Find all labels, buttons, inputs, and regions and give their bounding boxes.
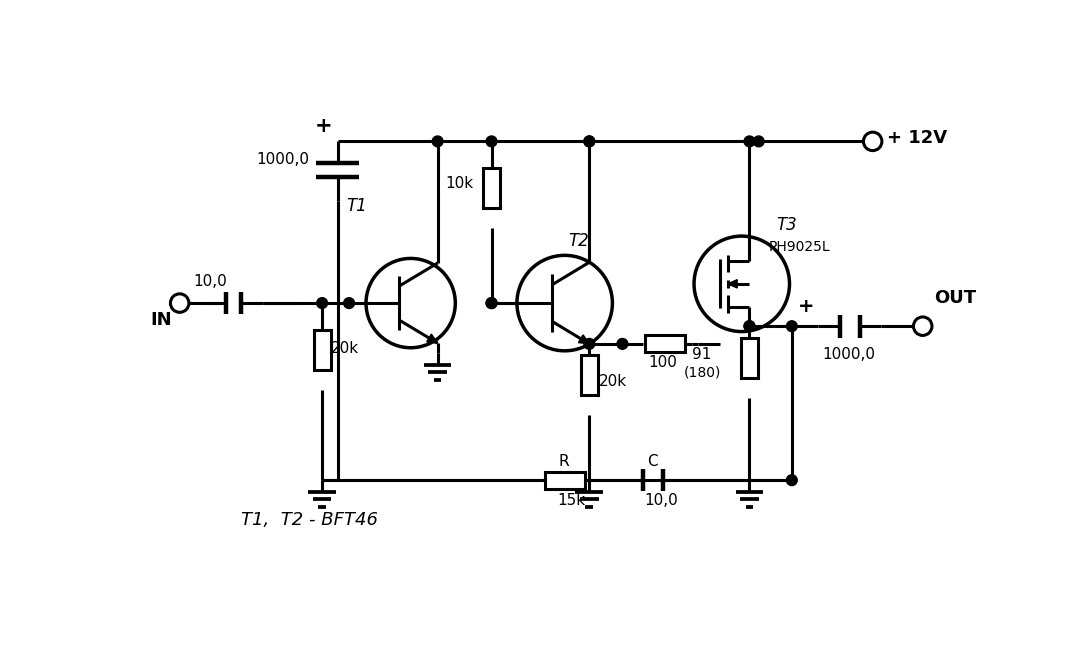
Circle shape	[744, 321, 755, 332]
Circle shape	[744, 321, 755, 332]
Circle shape	[744, 136, 755, 147]
Text: OUT: OUT	[934, 289, 977, 307]
Bar	[741, 338, 758, 378]
Text: 20k: 20k	[332, 341, 360, 356]
Text: 10,0: 10,0	[194, 274, 227, 289]
Text: 1000,0: 1000,0	[823, 346, 876, 361]
Circle shape	[584, 338, 595, 349]
Text: IN: IN	[151, 310, 172, 329]
Circle shape	[617, 338, 628, 349]
Bar	[313, 330, 331, 370]
Polygon shape	[728, 280, 737, 288]
Text: + 12V: + 12V	[886, 128, 947, 147]
Text: 1000,0: 1000,0	[256, 153, 310, 168]
Circle shape	[786, 321, 797, 332]
Bar	[484, 168, 500, 209]
Circle shape	[584, 136, 595, 147]
Circle shape	[913, 317, 932, 335]
Text: 10k: 10k	[445, 175, 474, 190]
Circle shape	[584, 136, 595, 147]
Text: 20k: 20k	[599, 374, 627, 389]
Text: T2: T2	[569, 232, 589, 250]
Text: +: +	[798, 297, 814, 316]
Circle shape	[344, 298, 354, 308]
Circle shape	[432, 136, 443, 147]
Text: T1,  T2 - BFT46: T1, T2 - BFT46	[241, 511, 378, 529]
Text: T3: T3	[777, 216, 797, 234]
Circle shape	[864, 132, 882, 151]
Circle shape	[170, 294, 188, 312]
Circle shape	[786, 475, 797, 486]
Text: R: R	[559, 454, 569, 469]
Text: 15k: 15k	[557, 493, 585, 508]
Bar	[645, 335, 685, 352]
Bar	[581, 355, 598, 396]
Text: +: +	[314, 116, 333, 136]
Text: T1: T1	[347, 197, 367, 215]
Polygon shape	[426, 334, 437, 343]
Circle shape	[317, 298, 327, 308]
Text: (180): (180)	[684, 365, 722, 379]
Text: 100: 100	[648, 355, 676, 370]
Polygon shape	[578, 335, 589, 344]
Text: 91: 91	[691, 346, 711, 361]
Text: 10,0: 10,0	[644, 493, 677, 508]
Circle shape	[486, 136, 496, 147]
Text: PH9025L: PH9025L	[769, 241, 830, 254]
Text: C: C	[647, 454, 658, 469]
Circle shape	[486, 298, 496, 308]
Bar	[545, 471, 585, 488]
Circle shape	[486, 298, 496, 308]
Circle shape	[753, 136, 764, 147]
